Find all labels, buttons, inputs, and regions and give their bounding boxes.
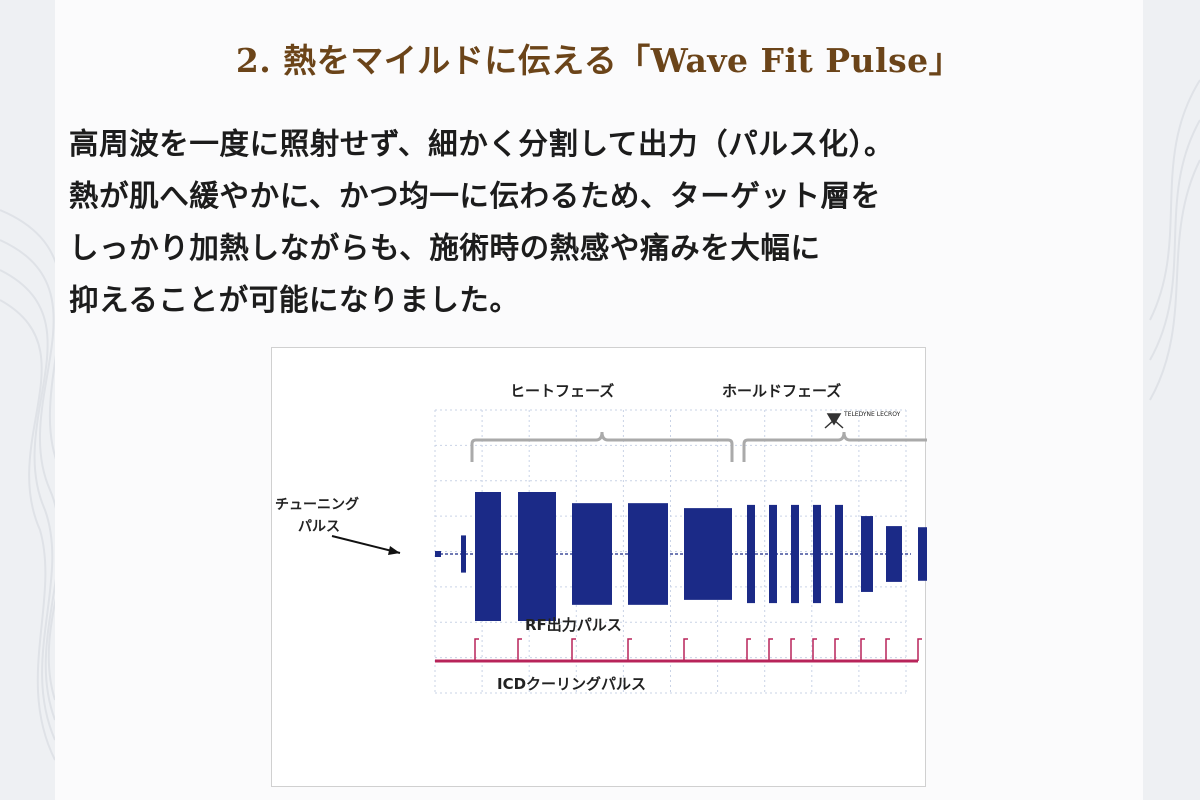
cooling-pulse xyxy=(885,638,890,661)
oscilloscope-plot xyxy=(331,409,927,694)
marker xyxy=(435,551,441,557)
heat-pulse xyxy=(518,492,556,621)
hold-pulse xyxy=(835,504,843,604)
hold-pulse xyxy=(813,504,821,604)
hold-pulse xyxy=(769,504,777,604)
hold-pulse xyxy=(791,504,799,604)
cooling-pulse xyxy=(917,638,922,661)
body-line: 熱が肌へ緩やかに、かつ均一に伝わるため、ターゲット層を xyxy=(69,179,881,213)
heat-pulse xyxy=(572,503,612,605)
heat-pulse xyxy=(475,492,501,621)
hold-pulse xyxy=(918,527,927,581)
body-paragraph: 高周波を一度に照射せず、細かく分割して出力（パルス化）。 熱が肌へ緩やかに、かつ… xyxy=(69,118,1139,326)
cooling-pulse xyxy=(812,638,817,661)
cooling-pulse xyxy=(571,638,576,661)
body-line: 高周波を一度に照射せず、細かく分割して出力（パルス化）。 xyxy=(69,127,895,161)
tuning-pulse xyxy=(461,535,466,573)
heat-phase-label: ヒートフェーズ xyxy=(510,382,615,400)
cooling-pulse xyxy=(746,638,751,661)
arrow-icon xyxy=(331,535,401,554)
logo-text: TELEDYNE LECROY xyxy=(844,411,901,418)
icd-cooling-label: ICDクーリングパルス xyxy=(497,675,647,693)
pulse-waveform-figure: ヒートフェーズ ホールドフェーズ チューニング パルス RF出力パルス ICDク… xyxy=(271,347,927,787)
cooling-pulse xyxy=(474,638,479,661)
cooling-pulse xyxy=(860,638,865,661)
cooling-pulse xyxy=(683,638,688,661)
hold-pulse xyxy=(886,526,902,582)
cooling-pulse xyxy=(517,638,522,661)
teledyne-logo xyxy=(824,413,844,429)
heat-pulse xyxy=(684,508,732,600)
cooling-pulse xyxy=(768,638,773,661)
hold-pulse xyxy=(861,516,873,592)
heat-pulse xyxy=(628,503,668,605)
hold-phase-brace xyxy=(742,431,927,462)
tuning-pulse-label: チューニング xyxy=(275,497,359,513)
hold-phase-label: ホールドフェーズ xyxy=(722,382,842,400)
hold-pulse xyxy=(747,504,755,604)
cooling-pulse xyxy=(627,638,632,661)
tuning-pulse-label: パルス xyxy=(298,519,340,535)
heat-phase-brace xyxy=(470,431,734,462)
body-line: しっかり加熱しながらも、施術時の熱感や痛みを大幅に xyxy=(69,231,821,265)
cooling-pulse xyxy=(834,638,839,661)
rf-output-label: RF出力パルス xyxy=(525,616,622,634)
body-line: 抑えることが可能になりました。 xyxy=(69,283,520,317)
content-panel: 2. 熱をマイルドに伝える「Wave Fit Pulse」 高周波を一度に照射せ… xyxy=(55,0,1143,800)
cooling-pulse xyxy=(790,638,795,661)
page-title: 2. 熱をマイルドに伝える「Wave Fit Pulse」 xyxy=(235,41,963,80)
